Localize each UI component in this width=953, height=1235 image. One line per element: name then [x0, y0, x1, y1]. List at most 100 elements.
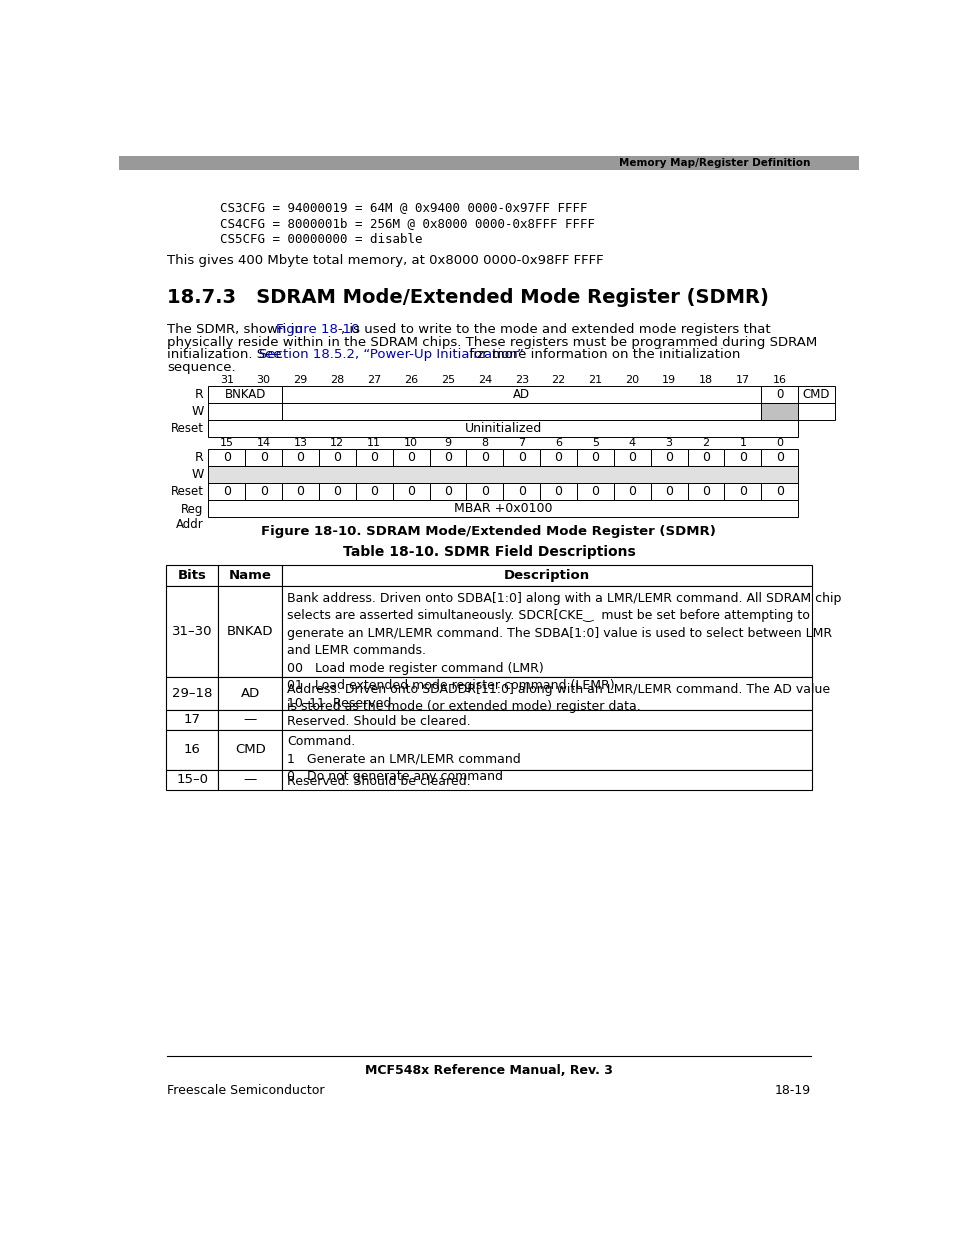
Bar [429, 483, 466, 500]
Bar [760, 483, 798, 500]
Bar [166, 677, 218, 710]
Text: 0: 0 [701, 451, 709, 464]
Bar [282, 730, 811, 769]
Text: —: — [243, 713, 256, 726]
Bar [539, 450, 577, 466]
Bar [208, 420, 798, 437]
Bar [282, 387, 760, 403]
Bar [282, 403, 760, 420]
Text: 0: 0 [775, 485, 783, 498]
Bar [650, 450, 687, 466]
Bar [166, 564, 218, 587]
Bar [208, 466, 798, 483]
Text: CS3CFG = 94000019 = 64M @ 0x9400 0000-0x97FF FFFF: CS3CFG = 94000019 = 64M @ 0x9400 0000-0x… [220, 200, 587, 214]
Bar [282, 710, 811, 730]
Text: 31: 31 [219, 374, 233, 384]
Text: Uninitialized: Uninitialized [464, 422, 541, 435]
Text: MBAR +0x0100: MBAR +0x0100 [454, 503, 552, 515]
Text: 0: 0 [554, 485, 562, 498]
Text: 24: 24 [477, 374, 492, 384]
Bar [166, 587, 218, 677]
Text: 0: 0 [370, 451, 377, 464]
Text: 13: 13 [294, 437, 307, 448]
Text: 0: 0 [296, 485, 304, 498]
Text: 28: 28 [330, 374, 344, 384]
Text: 20: 20 [624, 374, 639, 384]
Bar [798, 403, 834, 420]
Text: 0: 0 [259, 451, 268, 464]
Text: 0: 0 [480, 485, 488, 498]
Bar [393, 483, 429, 500]
Text: 0: 0 [701, 485, 709, 498]
Text: MCF548x Reference Manual, Rev. 3: MCF548x Reference Manual, Rev. 3 [365, 1063, 612, 1077]
Text: 0: 0 [738, 485, 746, 498]
Text: 0: 0 [333, 451, 341, 464]
Text: AD: AD [240, 687, 259, 700]
Bar [760, 403, 798, 420]
Bar [245, 483, 282, 500]
Text: for more information on the initialization: for more information on the initializati… [464, 348, 740, 362]
Text: 12: 12 [330, 437, 344, 448]
Text: 0: 0 [443, 451, 452, 464]
Text: 29: 29 [294, 374, 307, 384]
Bar [355, 483, 393, 500]
Text: Section 18.5.2, “Power-Up Initialization”: Section 18.5.2, “Power-Up Initialization… [259, 348, 524, 362]
Bar [318, 450, 355, 466]
Text: 0: 0 [370, 485, 377, 498]
Bar [539, 483, 577, 500]
Text: 31–30: 31–30 [172, 625, 213, 638]
Text: 5: 5 [591, 437, 598, 448]
Text: 26: 26 [404, 374, 417, 384]
Text: physically reside within in the SDRAM chips. These registers must be programmed : physically reside within in the SDRAM ch… [167, 336, 817, 348]
Bar [723, 450, 760, 466]
Text: Command.
1   Generate an LMR/LEMR command
0   Do not generate any command: Command. 1 Generate an LMR/LEMR command … [287, 735, 520, 783]
Text: 19: 19 [661, 374, 676, 384]
Text: AD: AD [513, 388, 530, 401]
Bar [687, 483, 723, 500]
Text: Description: Description [503, 569, 590, 582]
Text: 18: 18 [699, 374, 712, 384]
Bar [318, 483, 355, 500]
Text: 0: 0 [223, 451, 231, 464]
Text: Reserved. Should be cleared.: Reserved. Should be cleared. [287, 715, 471, 727]
Bar [577, 483, 613, 500]
Text: 17: 17 [735, 374, 749, 384]
Text: initialization. See: initialization. See [167, 348, 286, 362]
Bar [208, 403, 282, 420]
Text: Freescale Semiconductor: Freescale Semiconductor [167, 1084, 324, 1097]
Text: The SDMR, shown in: The SDMR, shown in [167, 324, 307, 336]
Bar [208, 500, 798, 517]
Text: 10: 10 [404, 437, 417, 448]
Text: 17: 17 [183, 713, 200, 726]
Text: Bits: Bits [177, 569, 206, 582]
Text: 0: 0 [480, 451, 488, 464]
Bar [218, 769, 282, 789]
Text: 0: 0 [591, 485, 598, 498]
Text: 0: 0 [296, 451, 304, 464]
Text: 21: 21 [588, 374, 602, 384]
Text: 1: 1 [739, 437, 745, 448]
Text: R: R [194, 451, 204, 464]
Bar [282, 587, 811, 677]
Bar [245, 450, 282, 466]
Text: 0: 0 [223, 485, 231, 498]
Text: This gives 400 Mbyte total memory, at 0x8000 0000-0x98FF FFFF: This gives 400 Mbyte total memory, at 0x… [167, 253, 603, 267]
Bar [466, 483, 503, 500]
Text: 16: 16 [184, 743, 200, 756]
Bar [650, 483, 687, 500]
Bar [166, 710, 218, 730]
Text: 23: 23 [514, 374, 528, 384]
Text: 0: 0 [738, 451, 746, 464]
Bar [218, 730, 282, 769]
Bar [577, 450, 613, 466]
Text: CMD: CMD [802, 388, 829, 401]
Bar [218, 587, 282, 677]
Text: CS5CFG = 00000000 = disable: CS5CFG = 00000000 = disable [220, 233, 422, 246]
Text: —: — [243, 773, 256, 787]
Text: 8: 8 [480, 437, 488, 448]
Text: 0: 0 [775, 451, 783, 464]
Bar [166, 730, 218, 769]
Text: Figure 18-10: Figure 18-10 [275, 324, 359, 336]
Text: 0: 0 [776, 437, 782, 448]
Text: 15–0: 15–0 [176, 773, 208, 787]
